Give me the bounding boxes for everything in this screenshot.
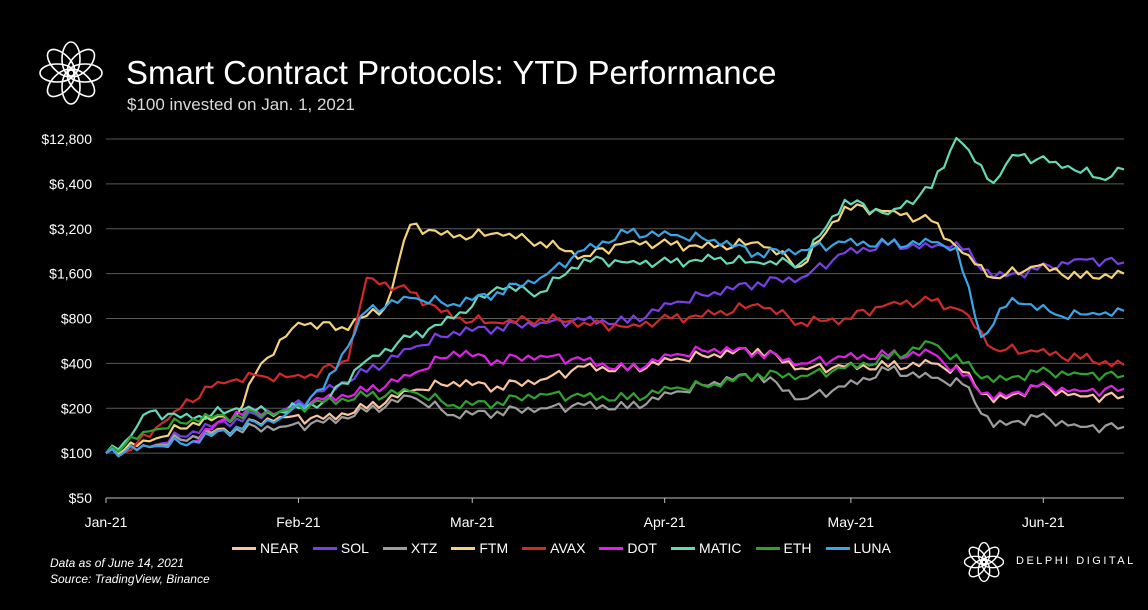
- data-date-note: Data as of June 14, 2021: [50, 556, 185, 570]
- legend-label: LUNA: [853, 540, 891, 556]
- y-tick-label: $50: [69, 490, 93, 506]
- delphi-flower-logo-icon: [39, 41, 103, 105]
- legend-swatch: [522, 546, 547, 550]
- source-note: Source: TradingView, Binance: [50, 572, 210, 586]
- legend-item-eth: ETH: [755, 540, 812, 556]
- legend-swatch: [599, 546, 624, 550]
- y-tick-label: $6,400: [49, 176, 92, 192]
- legend-swatch: [755, 546, 780, 550]
- legend-item-sol: SOL: [312, 540, 369, 556]
- series-line-eth: [105, 340, 1125, 454]
- legend-label: AVAX: [550, 540, 586, 556]
- series-line-avax: [105, 276, 1125, 458]
- series-line-luna: [105, 227, 1125, 458]
- y-tick-label: $200: [61, 400, 92, 416]
- legend-item-dot: DOT: [599, 540, 657, 556]
- series-line-xtz: [105, 365, 1125, 458]
- y-tick-label: $3,200: [49, 221, 92, 237]
- legend-label: FTM: [479, 540, 509, 556]
- legend-label: NEAR: [260, 540, 299, 556]
- legend-swatch: [232, 546, 256, 550]
- series-line-ftm: [105, 203, 1125, 456]
- y-tick-label: $1,600: [49, 266, 92, 282]
- chart-title: Smart Contract Protocols: YTD Performanc…: [126, 54, 777, 91]
- legend-item-near: NEAR: [232, 540, 299, 556]
- x-tick-label: Feb-21: [276, 514, 321, 530]
- x-tick-label: Mar-21: [450, 514, 495, 530]
- legend-label: ETH: [783, 540, 812, 556]
- x-tick-label: May-21: [828, 514, 875, 530]
- legend-label: DOT: [627, 540, 657, 556]
- x-tick-label: Jan-21: [85, 514, 128, 530]
- delphi-flower-small-icon: [963, 541, 1005, 583]
- legend-item-xtz: XTZ: [382, 540, 438, 556]
- y-tick-label: $800: [61, 311, 92, 327]
- legend-swatch: [670, 546, 695, 550]
- legend-label: MATIC: [698, 540, 742, 556]
- legend-item-luna: LUNA: [825, 540, 891, 556]
- y-tick-label: $400: [61, 355, 92, 371]
- legend-label: SOL: [340, 540, 369, 556]
- legend-label: XTZ: [410, 540, 438, 556]
- y-tick-label: $100: [61, 445, 92, 461]
- brand-mark: DELPHI DIGITAL: [962, 540, 1133, 584]
- y-tick-label: $12,800: [41, 131, 92, 147]
- chart-subtitle: $100 invested on Jan. 1, 2021: [127, 95, 355, 114]
- legend-swatch: [451, 546, 476, 550]
- legend-item-avax: AVAX: [522, 540, 585, 556]
- legend-item-ftm: FTM: [451, 540, 508, 556]
- brand-name: DELPHI DIGITAL: [1016, 555, 1136, 567]
- legend-swatch: [312, 546, 337, 550]
- legend-item-matic: MATIC: [670, 540, 742, 556]
- x-tick-label: Apr-21: [644, 514, 686, 530]
- x-tick-label: Jun-21: [1022, 514, 1065, 530]
- line-chart: $50 $100 $200 $400 $800 $1,600 $3,200 $6,400 $12…: [41, 131, 1125, 530]
- chart-legend: NEAR SOL XTZ FTM AVAX DOT MATIC ETH LUNA: [232, 538, 905, 558]
- legend-swatch: [825, 546, 850, 550]
- legend-swatch: [382, 546, 407, 550]
- chart-header: Smart Contract Protocols: YTD Performanc…: [0, 0, 1148, 120]
